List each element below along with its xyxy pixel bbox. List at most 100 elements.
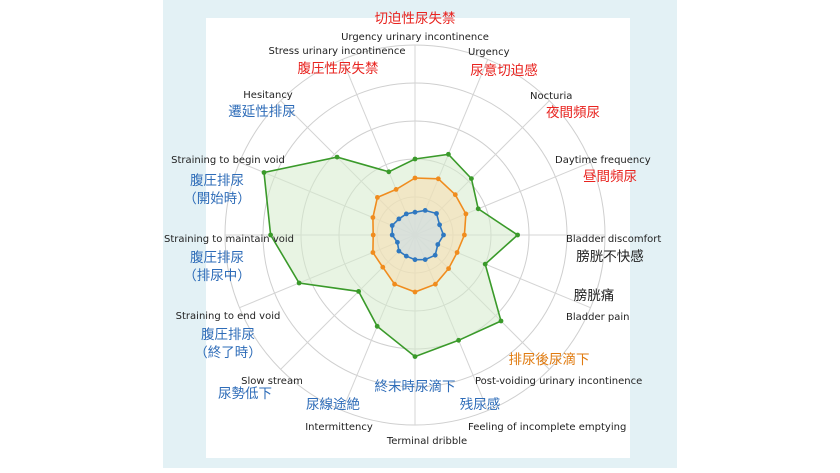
axis-label-ja: 昼間頻尿	[583, 169, 637, 185]
series-point-0	[296, 280, 302, 286]
axis-label-ja: 尿勢低下	[218, 386, 272, 402]
axis-label-en: Daytime frequency	[555, 155, 651, 166]
axis-label-ja: 残尿感	[460, 396, 501, 413]
series-point-0	[412, 156, 418, 162]
series-point-1	[446, 266, 451, 271]
axis-label-ja-line: 尿勢低下	[218, 386, 272, 402]
series-layer	[261, 151, 520, 359]
axis-label-ja-line: 排尿後尿滴下	[509, 351, 590, 368]
axis-label-ja: 腹圧排尿 （開始時）	[183, 172, 251, 207]
axis-label-ja-line: 腹圧排尿	[190, 249, 244, 266]
axis-label-ja: 膀胱不快感	[576, 248, 644, 265]
axis-label-ja-line: 遷延性排尿	[228, 104, 296, 120]
series-point-1	[375, 195, 380, 200]
series-point-0	[446, 151, 451, 157]
axis-label-ja: 腹圧排尿 （排尿中）	[183, 249, 251, 284]
series-point-1	[462, 232, 467, 238]
axis-label-en: Urgency	[468, 47, 510, 58]
axis-label-ja-line: 夜間頻尿	[546, 105, 600, 121]
series-point-1	[463, 211, 469, 217]
axis-label-ja-line: 終末時尿滴下	[375, 378, 456, 395]
series-point-1	[433, 281, 438, 287]
series-point-1	[370, 215, 376, 220]
axis-label-ja: 腹圧性尿失禁	[298, 60, 379, 77]
axis-label-ja: 尿意切迫感	[470, 62, 538, 79]
series-point-2	[403, 253, 409, 259]
series-point-0	[469, 176, 474, 182]
axis-label-ja-line: 腹圧性尿失禁	[298, 60, 379, 77]
axis-label-ja-line: （終了時）	[194, 345, 262, 361]
series-point-2	[396, 248, 402, 254]
series-point-2	[403, 211, 409, 217]
series-point-0	[268, 232, 273, 238]
series-point-2	[422, 257, 428, 262]
axis-label-ja: 膀胱痛	[574, 287, 615, 304]
series-point-2	[412, 209, 418, 215]
axis-label-ja-line: 切迫性尿失禁	[375, 11, 456, 27]
axis-label-en: Intermittency	[305, 422, 373, 433]
axis-label-en: Hesitancy	[243, 90, 293, 101]
series-point-1	[412, 175, 418, 181]
series-point-1	[435, 176, 441, 182]
axis-label-en: Terminal dribble	[386, 436, 467, 447]
axis-label-ja-line: 腹圧排尿	[190, 172, 244, 189]
axis-label-ja: 遷延性排尿	[228, 104, 296, 120]
series-point-2	[412, 257, 418, 263]
series-point-1	[370, 250, 376, 255]
series-point-2	[422, 208, 428, 213]
series-point-2	[441, 232, 446, 238]
series-point-2	[437, 222, 442, 228]
axis-label-ja-line: （開始時）	[183, 191, 251, 207]
series-point-2	[389, 232, 395, 238]
axis-label-ja-line: 膀胱不快感	[576, 248, 644, 265]
series-point-0	[261, 170, 267, 175]
axis-label-en: Bladder pain	[566, 312, 630, 323]
axis-label-en: Nocturia	[530, 91, 572, 102]
axis-label-ja-line: 残尿感	[460, 396, 501, 413]
axis-label-en: Straining to end void	[176, 311, 281, 322]
axis-label-en: Straining to maintain void	[164, 234, 294, 245]
series-point-0	[386, 169, 392, 175]
series-point-2	[434, 211, 439, 216]
series-point-1	[454, 250, 460, 255]
series-point-0	[515, 232, 520, 238]
series-point-2	[395, 239, 400, 245]
series-point-1	[392, 281, 397, 287]
series-area-2	[392, 210, 444, 260]
axis-label-ja: 尿線途絶	[306, 396, 360, 413]
series-point-2	[389, 223, 395, 228]
axis-label-layer: Urgency urinary incontinence 切迫性尿失禁 Urgenc…	[164, 11, 661, 447]
axis-label-en: Bladder discomfort	[566, 234, 661, 245]
series-point-1	[380, 264, 386, 270]
series-point-0	[456, 337, 461, 343]
series-point-0	[356, 289, 361, 294]
axis-label-ja-line: 尿線途絶	[306, 396, 360, 413]
axis-label-en: Post-voiding urinary incontinence	[475, 376, 642, 387]
series-point-1	[370, 232, 376, 238]
series-point-2	[396, 216, 402, 222]
axis-label-ja-line: （排尿中）	[183, 268, 251, 284]
series-point-1	[393, 187, 399, 192]
series-point-0	[475, 206, 481, 212]
series-point-1	[452, 192, 458, 198]
axis-label-ja: 排尿後尿滴下	[509, 351, 590, 368]
series-point-2	[435, 242, 441, 247]
axis-label-ja-line: 膀胱痛	[574, 287, 615, 304]
axis-label-en: Urgency urinary incontinence	[341, 32, 489, 43]
axis-label-en: Slow stream	[241, 376, 303, 387]
axis-label-ja-line: 昼間頻尿	[583, 169, 637, 185]
series-point-1	[412, 289, 418, 295]
axis-label-ja: 夜間頻尿	[546, 105, 600, 121]
axis-label-ja: 腹圧排尿 （終了時）	[194, 326, 262, 361]
series-point-0	[412, 354, 418, 359]
axis-label-en: Stress urinary incontinence	[268, 46, 405, 57]
axis-label-en: Feeling of incomplete emptying	[468, 422, 626, 433]
axis-label-ja: 切迫性尿失禁	[375, 11, 456, 27]
series-point-2	[432, 252, 438, 258]
axis-label-ja-line: 腹圧排尿	[201, 326, 255, 343]
series-point-0	[334, 154, 340, 160]
axis-label-en: Straining to begin void	[171, 155, 285, 166]
axis-label-ja-line: 尿意切迫感	[470, 62, 538, 79]
series-point-0	[482, 261, 488, 267]
